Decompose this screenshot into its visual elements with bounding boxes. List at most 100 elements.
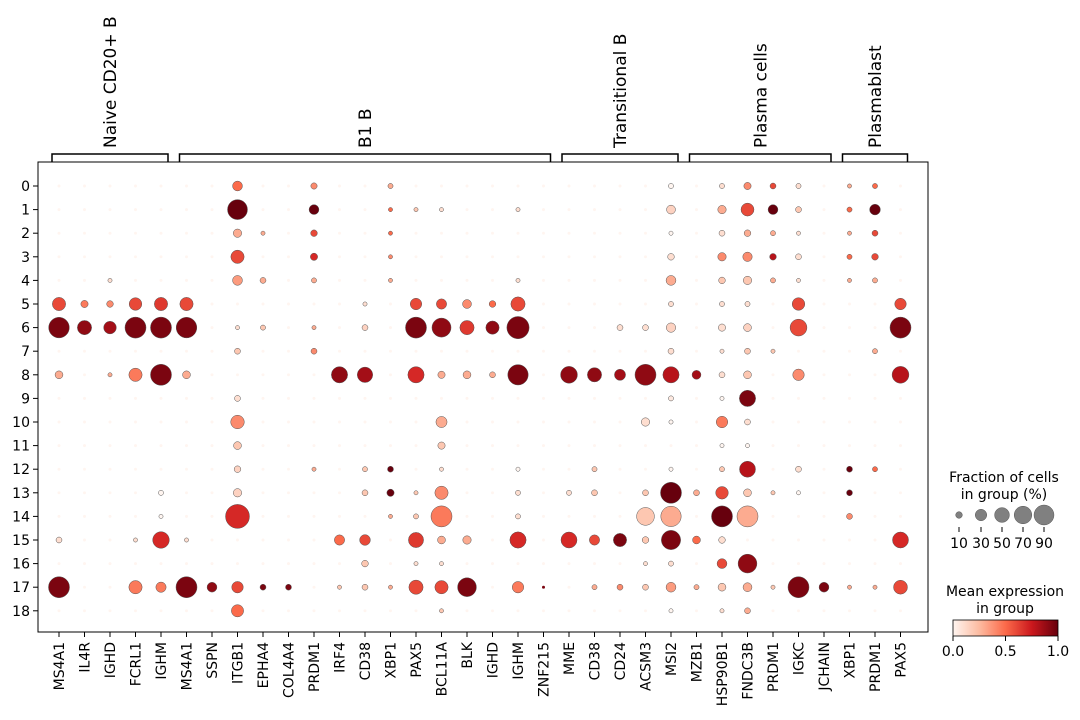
colorbar-tick-label: 0.5 [994, 644, 1016, 660]
x-tick-label: FCRL1 [129, 642, 145, 686]
dot-1-MSI2 [666, 204, 676, 215]
dot-12-ITGB1 [233, 465, 242, 473]
size-legend-dot [994, 507, 1010, 523]
dot-3-MS4A1 [57, 255, 61, 259]
x-tick-label: MME [562, 642, 578, 675]
colorbar-tick-label: 1.0 [1047, 644, 1069, 660]
dot-8-JCHAIN [822, 373, 826, 377]
dot-12-MZB1 [695, 467, 698, 471]
dot-17-SSPN [206, 582, 218, 593]
dot-9-BCL11A [440, 396, 443, 400]
dot-11-IGHD [491, 444, 494, 448]
dot-1-EPHA4 [261, 208, 265, 212]
dot-2-CD38 [593, 231, 596, 235]
dot-6-BCL11A [431, 317, 452, 338]
dot-0-IRF4 [338, 184, 341, 188]
dot-7-IGKC [797, 349, 800, 353]
group-label: B1 B [356, 108, 376, 148]
dot-9-PAX5 [414, 396, 418, 400]
dot-15-ACSM3 [641, 536, 650, 544]
x-tick-label: IGKC [792, 642, 808, 675]
dot-1-MS4A1 [57, 208, 61, 212]
dot-17-ZNF215 [542, 585, 545, 589]
dot-9-PRDM1 [312, 396, 316, 400]
dot-5-PRDM1 [873, 302, 877, 306]
dot-4-CD38 [593, 278, 596, 282]
dot-12-FNDC3B [739, 460, 756, 478]
dot-13-EPHA4 [261, 491, 265, 495]
dot-6-XBP1 [389, 326, 392, 330]
dot-5-XBP1 [389, 302, 392, 306]
dot-15-FCRL1 [133, 537, 138, 543]
dot-18-FNDC3B [744, 607, 751, 615]
dot-14-MME [567, 514, 571, 518]
dot-15-IGHD [491, 538, 494, 542]
y-tick-label: 4 [21, 273, 30, 289]
dot-5-ITGB1 [236, 302, 239, 306]
dot-4-IGHD [107, 278, 113, 283]
dot-4-MS4A1 [57, 278, 61, 282]
dot-5-HSP90B1 [719, 301, 725, 307]
dot-0-MZB1 [695, 184, 698, 188]
dot-4-PRDM1 [770, 277, 776, 284]
x-tick-label: IGHD [103, 642, 119, 678]
dot-11-MS4A1 [57, 444, 61, 448]
dot-4-BCL11A [440, 278, 443, 282]
dot-3-PRDM1 [769, 253, 777, 261]
dot-8-CD38 [357, 366, 373, 383]
dot-1-IGKC [795, 206, 802, 213]
dot-7-PRDM1 [872, 348, 878, 355]
dot-13-CD24 [618, 491, 622, 495]
dot-11-JCHAIN [822, 444, 826, 448]
dot-14-PAX5 [413, 513, 419, 520]
dot-8-IRF4 [331, 366, 348, 384]
dot-14-CD38 [593, 514, 596, 518]
dot-17-IGHM [155, 581, 167, 593]
dot-0-PRDM1 [310, 182, 318, 190]
dot-7-EPHA4 [261, 349, 265, 353]
dot-16-PAX5 [413, 561, 419, 566]
y-tick-label: 1 [21, 203, 30, 219]
dot-3-COL4A4 [287, 255, 290, 259]
dot-4-PRDM1 [311, 277, 317, 284]
dot-10-CD38 [593, 420, 596, 424]
dot-6-FNDC3B [743, 323, 752, 332]
dot-13-IGKC [796, 490, 801, 496]
dot-3-IGHD [108, 255, 112, 259]
dot-4-SSPN [210, 278, 214, 282]
dot-13-HSP90B1 [715, 486, 729, 500]
dot-14-CD24 [618, 514, 622, 518]
dot-7-SSPN [210, 349, 214, 353]
dot-7-JCHAIN [822, 349, 826, 353]
y-tick-label: 17 [12, 580, 30, 596]
dot-9-MS4A1 [185, 396, 188, 400]
dot-3-CD38 [593, 255, 596, 259]
dot-13-IGHD [491, 491, 494, 495]
dot-9-ITGB1 [234, 395, 241, 402]
dot-1-IGHM [159, 208, 163, 212]
x-tick-label: XBP1 [843, 642, 859, 679]
dot-9-CD38 [363, 396, 367, 400]
x-tick-label: ITGB1 [231, 642, 247, 684]
dot-8-COL4A4 [287, 373, 290, 377]
dot-14-PRDM1 [771, 514, 775, 518]
dot-11-PRDM1 [771, 444, 775, 448]
dot-17-PAX5 [408, 579, 424, 595]
x-tick-label: XBP1 [384, 642, 400, 679]
dot-12-EPHA4 [261, 467, 265, 471]
dot-14-COL4A4 [287, 514, 290, 518]
dot-18-IL4R [83, 609, 86, 613]
dot-12-CD24 [618, 467, 622, 471]
dot-7-IGHM [516, 349, 520, 353]
dot-7-BLK [465, 349, 469, 353]
dot-5-IGHD [106, 300, 114, 308]
dot-4-COL4A4 [287, 278, 290, 282]
dot-10-CD38 [363, 420, 367, 424]
dot-4-FNDC3B [743, 275, 752, 285]
dot-2-FNDC3B [743, 229, 752, 237]
dot-7-CD38 [593, 349, 596, 353]
y-tick-label: 9 [21, 391, 30, 407]
dot-8-BLK [462, 370, 472, 379]
dot-1-MME [567, 208, 571, 212]
dot-2-JCHAIN [822, 231, 826, 235]
